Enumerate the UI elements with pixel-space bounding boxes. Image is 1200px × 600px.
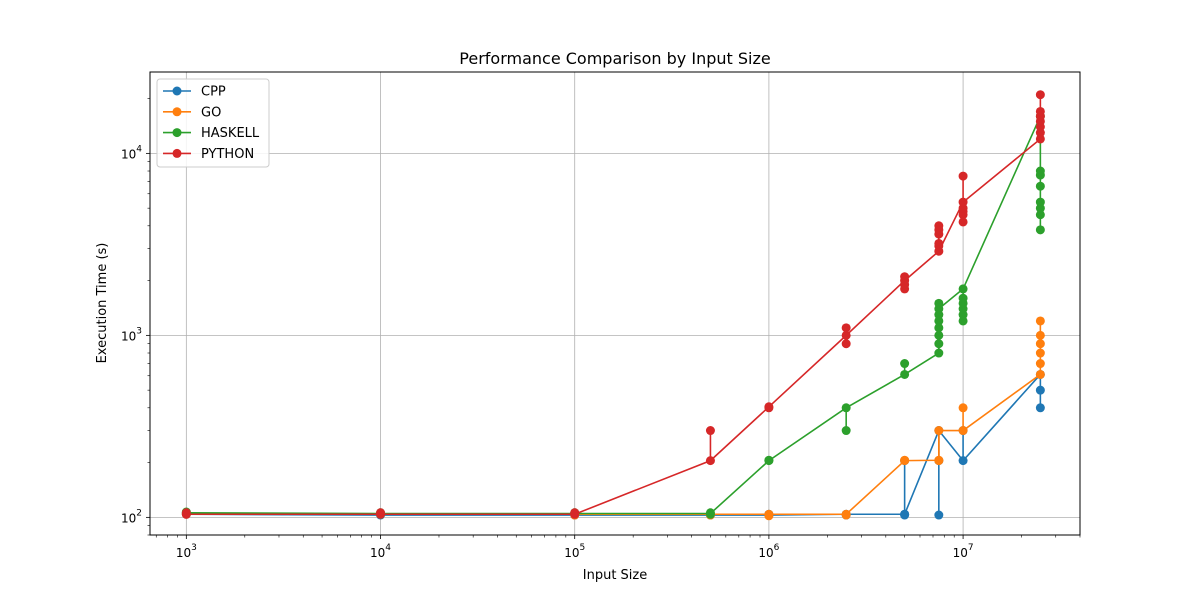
series-haskell-point	[958, 293, 968, 303]
series-haskell-point	[934, 348, 944, 358]
series-haskell-point	[1035, 210, 1045, 220]
series-go-point	[958, 426, 968, 436]
series-haskell-point	[900, 369, 910, 379]
series-python	[181, 90, 1045, 519]
series-haskell-point	[900, 359, 910, 369]
y-axis-label: Execution Time (s)	[95, 243, 110, 364]
x-tick-label: 105	[564, 543, 585, 560]
series-cpp-point	[1035, 403, 1045, 413]
series-haskell-point	[1035, 181, 1045, 191]
series-python-point	[958, 171, 968, 181]
series-go-point	[1035, 348, 1045, 358]
series-haskell-point	[934, 339, 944, 349]
series-python-line	[186, 138, 1041, 516]
series-python-point	[958, 197, 968, 207]
chart-title: Performance Comparison by Input Size	[459, 49, 770, 68]
series-python-point	[1035, 90, 1045, 100]
series-go-point	[934, 426, 944, 436]
series-python-point	[705, 456, 715, 466]
x-tick-label: 107	[953, 543, 974, 560]
legend-marker-cpp	[172, 86, 182, 96]
series-go-point	[1035, 316, 1045, 326]
series-python-point	[181, 508, 191, 518]
series-haskell-point	[1035, 166, 1045, 176]
y-axis-ticks: 102 103 104	[121, 98, 150, 536]
x-axis-ticks: 103 104 105 106 107	[155, 535, 1081, 560]
series-haskell-point	[958, 284, 968, 294]
series-haskell-point	[958, 316, 968, 326]
series-haskell-point	[934, 298, 944, 308]
series-haskell-point	[841, 426, 851, 436]
series-go-point	[958, 403, 968, 413]
x-tick-label: 104	[370, 543, 391, 560]
x-tick-label: 103	[176, 543, 197, 560]
series-haskell-point	[934, 316, 944, 326]
plot-frame	[149, 71, 1081, 536]
series-python-point	[570, 508, 580, 518]
legend: CPP GO HASKELL PYTHON	[156, 78, 270, 168]
series-haskell-point	[705, 508, 715, 518]
series-python-point	[958, 217, 968, 227]
series-go-point	[934, 455, 944, 465]
series-go-point	[1035, 359, 1045, 369]
series-python-point	[841, 339, 851, 349]
legend-marker-haskell	[172, 128, 182, 138]
legend-label-cpp: CPP	[201, 85, 226, 100]
series-python-point	[900, 272, 910, 282]
series-go-point	[1035, 369, 1045, 379]
x-axis-label: Input Size	[583, 568, 647, 583]
series-haskell-point	[1035, 225, 1045, 235]
series-python-point	[934, 238, 944, 248]
series-python-point	[1035, 106, 1045, 116]
series-haskell-point	[764, 455, 774, 465]
series-python-point	[1035, 134, 1045, 144]
series-go-point	[1035, 339, 1045, 349]
series-go-point	[841, 510, 851, 520]
legend-label-go: GO	[201, 105, 221, 120]
series-haskell-point	[934, 323, 944, 333]
legend-label-python: PYTHON	[201, 147, 254, 162]
series-haskell-point	[934, 330, 944, 340]
series-cpp-point	[934, 510, 944, 520]
series-go-point	[900, 455, 910, 465]
series-cpp-point	[958, 456, 968, 466]
plot-area	[150, 72, 1080, 535]
series-go-point	[1035, 330, 1045, 340]
series-python-point	[705, 426, 715, 436]
series-cpp-point	[900, 510, 910, 520]
series-haskell-point	[841, 403, 851, 413]
legend-marker-go	[172, 107, 182, 117]
legend-label-haskell: HASKELL	[201, 126, 260, 141]
series-python-point	[764, 402, 774, 412]
series-python-point	[934, 221, 944, 231]
x-tick-label: 106	[758, 543, 779, 560]
series-python-point	[376, 508, 386, 518]
series-python-point	[841, 330, 851, 340]
series-python-point	[841, 323, 851, 333]
series-go-point	[764, 511, 774, 521]
series-cpp-point	[1035, 385, 1045, 395]
y-tick-label: 103	[121, 326, 142, 343]
series-haskell-point	[1035, 197, 1045, 207]
series-layer	[181, 90, 1045, 521]
y-tick-label: 104	[121, 144, 142, 161]
y-tick-label: 102	[121, 508, 142, 525]
legend-box	[156, 78, 270, 168]
legend-marker-python	[172, 148, 182, 158]
